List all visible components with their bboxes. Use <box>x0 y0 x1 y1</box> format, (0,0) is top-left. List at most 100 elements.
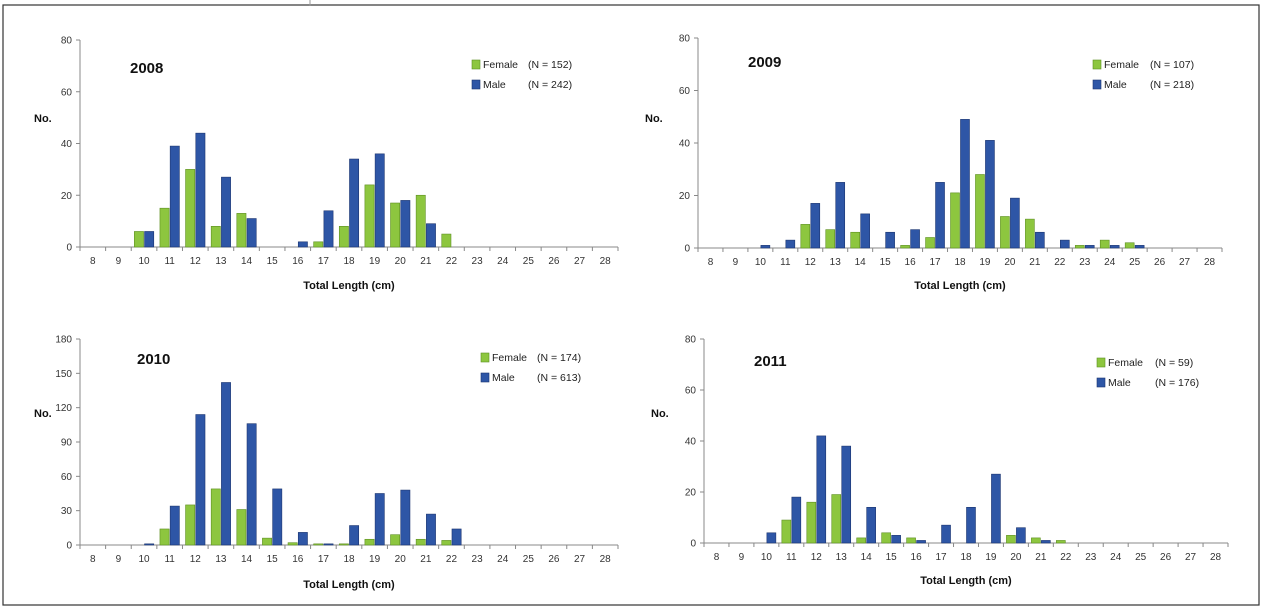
x-tick-label: 15 <box>886 552 898 563</box>
male-bar-21 <box>426 223 436 248</box>
legend-label: Male <box>492 372 515 384</box>
male-bar-21 <box>1041 540 1051 544</box>
female-bar-21 <box>1025 218 1035 249</box>
y-tick-label: 0 <box>690 539 696 550</box>
x-tick-label: 13 <box>830 257 842 268</box>
x-tick-label: 12 <box>811 552 823 563</box>
female-bar-13 <box>831 494 842 544</box>
female-bar-12 <box>185 504 196 546</box>
x-tick-label: 23 <box>472 554 484 565</box>
y-axis-label: No. <box>34 113 52 125</box>
x-tick-label: 26 <box>1160 552 1172 563</box>
male-bar-15 <box>272 488 283 546</box>
female-bar-22 <box>1056 540 1066 544</box>
male-bar-15 <box>885 231 895 249</box>
male-bar-13 <box>841 445 852 544</box>
female-bar-17 <box>313 543 324 546</box>
male-bar-12 <box>816 435 827 544</box>
female-bar-18 <box>338 543 349 546</box>
x-tick-label: 15 <box>267 554 279 565</box>
male-bar-15 <box>891 535 901 544</box>
x-tick-label: 20 <box>395 554 407 565</box>
female-bar-11 <box>159 207 170 248</box>
x-tick-label: 16 <box>292 554 304 565</box>
legend-label: Female <box>492 352 527 364</box>
female-bar-23 <box>1074 245 1085 249</box>
legend-count: (N = 242) <box>528 79 572 91</box>
x-tick-label: 23 <box>472 256 484 267</box>
female-bar-12 <box>185 169 196 248</box>
male-bar-21 <box>426 513 436 546</box>
y-tick-label: 0 <box>684 244 690 255</box>
x-tick-label: 24 <box>1104 257 1116 268</box>
female-bar-13 <box>210 226 221 248</box>
x-tick-label: 25 <box>523 554 535 565</box>
y-tick-label: 20 <box>61 191 73 202</box>
female-bar-12 <box>800 224 811 249</box>
male-bar-17 <box>941 524 951 544</box>
female-bar-17 <box>925 237 935 249</box>
x-tick-label: 11 <box>164 554 175 565</box>
female-legend-swatch <box>1092 59 1102 70</box>
male-bar-19 <box>374 493 385 546</box>
y-tick-label: 40 <box>61 139 73 150</box>
x-tick-label: 26 <box>548 256 560 267</box>
male-bar-11 <box>169 505 180 546</box>
x-tick-label: 12 <box>190 256 202 267</box>
y-tick-label: 80 <box>679 34 691 45</box>
x-tick-label: 9 <box>116 554 122 565</box>
male-bar-20 <box>1010 197 1020 249</box>
female-bar-18 <box>950 192 960 249</box>
legend-count: (N = 59) <box>1155 357 1193 369</box>
x-tick-label: 23 <box>1085 552 1097 563</box>
x-tick-label: 11 <box>780 257 791 268</box>
x-tick-label: 22 <box>1054 257 1066 268</box>
female-legend-swatch <box>1096 357 1106 368</box>
female-legend-swatch <box>471 59 481 70</box>
y-tick-label: 180 <box>55 335 72 346</box>
x-tick-label: 14 <box>855 257 867 268</box>
female-bar-21 <box>1031 537 1041 544</box>
legend-label: Male <box>1108 377 1131 389</box>
panel-title: 2008 <box>130 60 163 77</box>
male-bar-11 <box>791 496 802 544</box>
male-bar-11 <box>169 145 180 248</box>
x-tick-label: 10 <box>138 256 150 267</box>
x-tick-label: 19 <box>979 257 991 268</box>
male-bar-14 <box>246 218 257 248</box>
male-bar-10 <box>766 532 777 544</box>
legend-count: (N = 176) <box>1155 377 1199 389</box>
y-tick-label: 150 <box>55 369 72 380</box>
x-tick-label: 17 <box>935 552 947 563</box>
x-tick-label: 14 <box>861 552 873 563</box>
x-tick-label: 27 <box>574 554 586 565</box>
legend-label: Female <box>483 59 518 71</box>
x-tick-label: 28 <box>600 554 612 565</box>
x-tick-label: 9 <box>116 256 122 267</box>
male-bar-25 <box>1134 245 1145 249</box>
x-tick-label: 21 <box>420 256 432 267</box>
male-bar-12 <box>195 132 206 248</box>
female-bar-22 <box>441 540 452 546</box>
y-tick-label: 120 <box>55 403 72 414</box>
y-tick-label: 20 <box>679 191 691 202</box>
chart-panel-2011: 0 20 40 60 80 8 9 10 11 12 13 14 15 16 17 18 19 20 21 22 23 2… <box>651 335 1229 587</box>
x-tick-label: 24 <box>497 554 509 565</box>
x-tick-label: 14 <box>241 554 253 565</box>
panel-title: 2010 <box>137 351 170 368</box>
x-tick-label: 16 <box>911 552 923 563</box>
male-bar-20 <box>400 200 411 248</box>
male-bar-12 <box>195 414 206 546</box>
male-bar-16 <box>910 229 920 249</box>
y-tick-label: 60 <box>679 86 691 97</box>
male-bar-19 <box>991 473 1001 544</box>
male-bar-18 <box>966 506 976 544</box>
x-tick-label: 15 <box>880 257 892 268</box>
female-bar-19 <box>364 538 375 546</box>
male-bar-17 <box>323 210 334 248</box>
y-tick-label: 60 <box>61 87 73 98</box>
legend-count: (N = 107) <box>1150 59 1194 71</box>
male-bar-13 <box>221 382 231 546</box>
x-tick-label: 18 <box>954 257 966 268</box>
female-bar-21 <box>415 194 426 248</box>
